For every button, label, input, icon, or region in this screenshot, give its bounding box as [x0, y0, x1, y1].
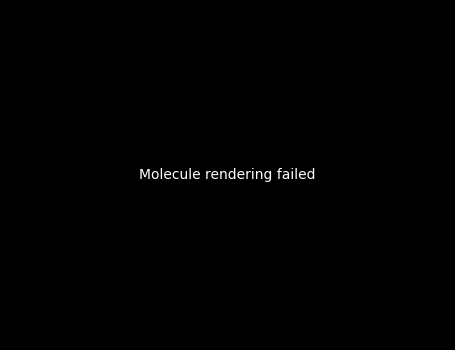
Text: Molecule rendering failed: Molecule rendering failed [139, 168, 316, 182]
